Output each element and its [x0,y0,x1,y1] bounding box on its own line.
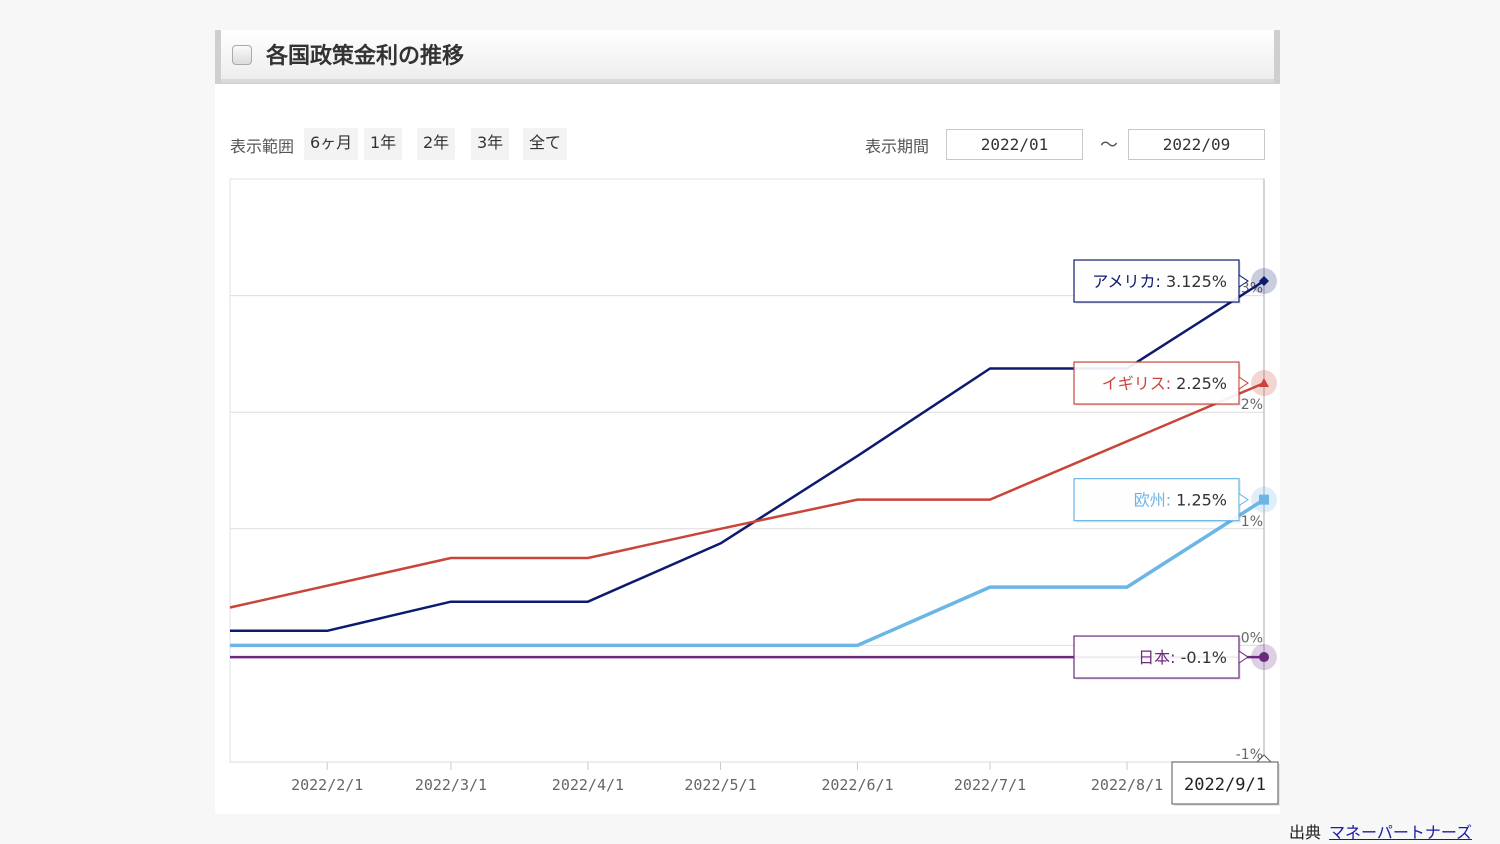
series-line-アメリカ [230,279,1265,633]
collapse-icon[interactable] [232,45,252,65]
tooltip-欧州: 欧州: 1.25% [1134,491,1227,510]
x-hover-label: 2022/9/1 [1184,775,1266,795]
source-link[interactable]: マネーパートナーズ [1329,823,1473,842]
y-tick-label: 2% [1241,397,1263,413]
tooltip-box-欧州 [1073,478,1240,522]
series-line-欧州 [230,498,1265,648]
x-tick-label: 2022/8/1 [1091,776,1163,794]
range-button-6m[interactable]: 6ヶ月 [304,128,359,160]
x-tick-label: 2022/3/1 [415,776,487,794]
tooltip-box-アメリカ [1073,259,1240,303]
period-separator: ～ [1100,135,1118,156]
period-from-input[interactable]: 2022/01 [946,129,1083,160]
tooltip-box-日本 [1073,635,1240,679]
x-tick-label: 2022/7/1 [954,776,1026,794]
source-label: 出典 [1289,823,1322,842]
x-tick-label: 2022/4/1 [552,776,624,794]
range-button-2y[interactable]: 2年 [417,128,456,160]
marker-欧州 [1259,494,1269,505]
x-tick-label: 2022/2/1 [291,776,363,794]
range-button-1y[interactable]: 1年 [364,128,403,160]
tooltip-box-イギリス [1073,361,1240,405]
series-line-イギリス [229,381,1265,609]
range-label: 表示範囲 [230,137,295,156]
tooltip-イギリス: イギリス: 2.25% [1102,374,1227,393]
marker-アメリカ [1259,276,1269,287]
period-to-input[interactable]: 2022/09 [1128,129,1265,160]
page-title: 各国政策金利の推移 [266,44,465,69]
source-credit: 出典 マネーパートナーズ [1289,819,1472,843]
tooltip-pointer-イギリス [1238,376,1249,390]
x-tick-label: 2022/5/1 [684,776,756,794]
x-tick-label: 2022/6/1 [821,776,893,794]
tooltip-アメリカ: アメリカ: 3.125% [1092,272,1227,291]
tooltip-pointer-欧州 [1238,492,1249,507]
range-button-all[interactable]: 全て [523,128,568,160]
marker-日本 [1259,652,1269,663]
x-hover-pointer [1255,754,1273,763]
period-label: 表示期間 [865,137,930,156]
marker-イギリス [1259,378,1269,388]
y-tick-label: -1% [1236,747,1263,763]
section-header [215,30,1280,84]
y-tick-label: 0% [1241,630,1263,646]
y-tick-label: 1% [1241,514,1263,530]
header-edge-right [1274,30,1279,83]
tooltip-pointer-アメリカ [1238,274,1249,288]
range-button-3y[interactable]: 3年 [471,128,510,160]
tooltip-pointer-日本 [1238,650,1249,664]
tooltip-日本: 日本: -0.1% [1138,648,1227,667]
x-hover-box [1171,761,1279,805]
header-edge-left [216,30,221,83]
chart-panel [215,30,1280,814]
